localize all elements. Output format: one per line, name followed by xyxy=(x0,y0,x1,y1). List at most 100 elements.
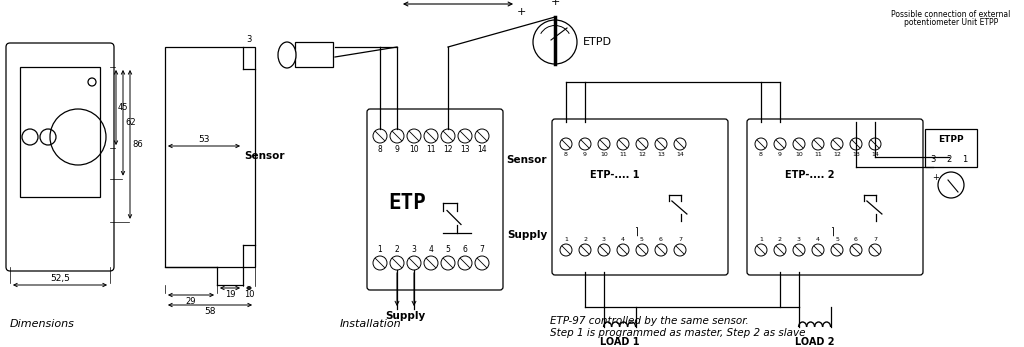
Circle shape xyxy=(560,244,572,256)
Text: 2: 2 xyxy=(394,245,399,254)
Text: potentiometer Unit ETPP: potentiometer Unit ETPP xyxy=(904,18,998,27)
Text: 11: 11 xyxy=(620,152,627,157)
Text: $\rceil$: $\rceil$ xyxy=(829,226,835,238)
Circle shape xyxy=(869,138,881,150)
Text: 13: 13 xyxy=(460,145,470,154)
Circle shape xyxy=(636,244,648,256)
Text: 2: 2 xyxy=(583,237,587,242)
Text: 7: 7 xyxy=(873,237,877,242)
Bar xyxy=(925,129,977,167)
Circle shape xyxy=(579,138,591,150)
Text: ETPD: ETPD xyxy=(583,37,612,47)
Text: Step 1 is programmed as master, Step 2 as slave: Step 1 is programmed as master, Step 2 a… xyxy=(550,328,806,338)
Text: 1: 1 xyxy=(759,237,763,242)
Text: 4: 4 xyxy=(429,245,433,254)
Text: 7: 7 xyxy=(678,237,682,242)
Text: 86: 86 xyxy=(132,140,142,149)
Text: 11: 11 xyxy=(814,152,822,157)
Bar xyxy=(295,42,333,67)
Text: 7: 7 xyxy=(479,245,484,254)
Text: 10: 10 xyxy=(410,145,419,154)
Circle shape xyxy=(869,244,881,256)
Circle shape xyxy=(774,244,786,256)
Text: +: + xyxy=(516,7,525,17)
Circle shape xyxy=(617,138,629,150)
Circle shape xyxy=(755,138,767,150)
Text: 3: 3 xyxy=(931,154,936,163)
Text: 9: 9 xyxy=(778,152,782,157)
Text: Possible connection of external: Possible connection of external xyxy=(891,10,1011,19)
Text: 10: 10 xyxy=(795,152,803,157)
Circle shape xyxy=(424,129,438,143)
Circle shape xyxy=(390,256,404,270)
Circle shape xyxy=(424,256,438,270)
Circle shape xyxy=(812,244,824,256)
Text: 14: 14 xyxy=(871,152,879,157)
Text: 5: 5 xyxy=(445,245,451,254)
Circle shape xyxy=(636,138,648,150)
Text: I out: I out xyxy=(406,0,427,2)
Text: 12: 12 xyxy=(834,152,841,157)
Text: Dimensions: Dimensions xyxy=(10,319,75,329)
Text: +: + xyxy=(933,172,939,181)
Bar xyxy=(20,67,100,197)
Text: 13: 13 xyxy=(657,152,665,157)
Text: 62: 62 xyxy=(125,118,135,127)
Text: 3: 3 xyxy=(797,237,801,242)
Text: Supply: Supply xyxy=(385,311,426,321)
Circle shape xyxy=(407,129,421,143)
Text: 13: 13 xyxy=(852,152,860,157)
Circle shape xyxy=(938,172,964,198)
Text: 10: 10 xyxy=(600,152,608,157)
Text: 5: 5 xyxy=(835,237,839,242)
Circle shape xyxy=(793,244,805,256)
Text: ETP-.... 2: ETP-.... 2 xyxy=(784,169,835,179)
Circle shape xyxy=(441,256,455,270)
Text: 14: 14 xyxy=(676,152,684,157)
Text: 2: 2 xyxy=(778,237,782,242)
Bar xyxy=(165,47,255,267)
Text: 3: 3 xyxy=(602,237,606,242)
Text: 1: 1 xyxy=(378,245,382,254)
Circle shape xyxy=(475,256,489,270)
Text: 45: 45 xyxy=(118,103,128,112)
Text: 8: 8 xyxy=(564,152,568,157)
Circle shape xyxy=(655,244,667,256)
Text: 12: 12 xyxy=(443,145,453,154)
Circle shape xyxy=(850,138,862,150)
Text: Installation: Installation xyxy=(340,319,401,329)
Circle shape xyxy=(755,244,767,256)
Circle shape xyxy=(674,138,686,150)
Circle shape xyxy=(850,244,862,256)
Circle shape xyxy=(407,256,421,270)
Text: 1: 1 xyxy=(963,154,968,163)
Text: 1: 1 xyxy=(564,237,568,242)
Text: 6: 6 xyxy=(463,245,467,254)
Circle shape xyxy=(373,129,387,143)
Text: 19: 19 xyxy=(224,290,236,299)
Text: 6: 6 xyxy=(659,237,663,242)
Circle shape xyxy=(598,244,610,256)
Text: 3: 3 xyxy=(412,245,417,254)
Circle shape xyxy=(598,138,610,150)
Text: LOAD 1: LOAD 1 xyxy=(600,337,639,347)
Circle shape xyxy=(674,244,686,256)
Text: 2: 2 xyxy=(946,154,951,163)
Circle shape xyxy=(812,138,824,150)
Circle shape xyxy=(560,138,572,150)
Circle shape xyxy=(458,256,472,270)
Circle shape xyxy=(831,138,843,150)
Text: 4: 4 xyxy=(621,237,625,242)
Circle shape xyxy=(831,244,843,256)
Text: ETP-.... 1: ETP-.... 1 xyxy=(590,169,639,179)
Text: 10: 10 xyxy=(244,290,254,299)
Ellipse shape xyxy=(278,42,296,68)
Text: ETP-97 controlled by the same sensor.: ETP-97 controlled by the same sensor. xyxy=(550,316,749,326)
Text: +: + xyxy=(550,0,560,7)
Text: ETP: ETP xyxy=(388,193,426,213)
Text: 29: 29 xyxy=(185,297,197,306)
Text: $\rceil$: $\rceil$ xyxy=(635,226,640,238)
Text: Supply: Supply xyxy=(507,229,547,239)
Circle shape xyxy=(458,129,472,143)
Text: 53: 53 xyxy=(199,135,210,144)
